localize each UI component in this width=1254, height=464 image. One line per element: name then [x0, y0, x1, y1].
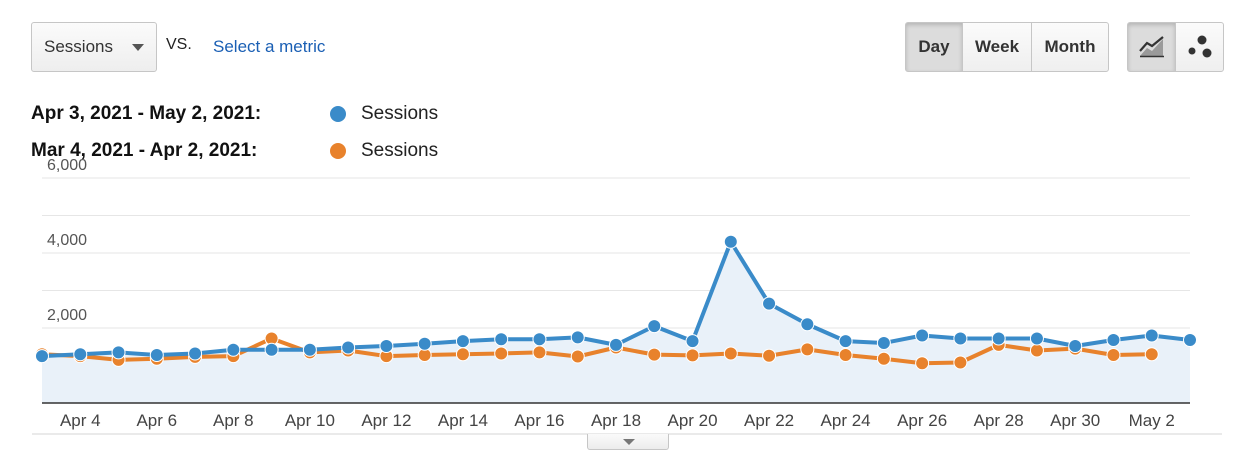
select-metric-link[interactable]: Select a metric	[213, 37, 326, 56]
data-point-current	[1183, 333, 1197, 347]
legend-range-current: Apr 3, 2021 - May 2, 2021:	[31, 103, 262, 124]
data-point-current	[73, 347, 88, 362]
data-point-current	[264, 342, 279, 357]
x-tick-label: Apr 10	[285, 411, 335, 430]
line-chart-icon	[1138, 36, 1164, 58]
data-point-previous	[800, 342, 815, 357]
x-tick-label: Apr 18	[591, 411, 641, 430]
expand-chart-tab[interactable]	[587, 434, 669, 450]
data-point-previous	[570, 349, 585, 364]
month-button[interactable]: Month	[1031, 22, 1109, 72]
data-point-current	[1106, 333, 1121, 347]
data-point-current	[494, 332, 509, 347]
x-tick-label: Apr 22	[744, 411, 794, 430]
data-point-previous	[1029, 343, 1044, 358]
x-tick-label: Apr 14	[438, 411, 488, 430]
data-point-current	[35, 349, 49, 364]
data-point-current	[1029, 331, 1044, 346]
data-point-current	[149, 348, 164, 362]
motion-chart-icon	[1188, 35, 1211, 58]
data-point-current	[341, 340, 356, 355]
caret-down-icon	[623, 439, 635, 445]
data-point-current	[455, 334, 470, 349]
data-point-previous	[494, 346, 509, 361]
data-point-current	[609, 337, 623, 352]
data-point-current	[800, 317, 815, 332]
data-point-current	[762, 296, 777, 311]
data-point-previous	[1144, 347, 1159, 362]
legend-previous-period: Mar 4, 2021 - Apr 2, 2021: Sessions	[31, 139, 438, 163]
data-point-previous	[647, 347, 662, 362]
data-point-previous	[915, 356, 930, 371]
data-point-previous	[455, 347, 470, 362]
data-point-current	[226, 342, 241, 357]
data-point-current	[647, 319, 662, 334]
x-tick-label: Apr 24	[821, 411, 871, 430]
data-point-previous	[1106, 348, 1121, 362]
x-tick-label: Apr 26	[897, 411, 947, 430]
data-point-current	[1068, 339, 1083, 353]
data-point-previous	[762, 348, 777, 363]
visualization-button-group	[1127, 22, 1224, 72]
line-chart-button[interactable]	[1127, 22, 1176, 72]
x-tick-label: Apr 8	[213, 411, 254, 430]
chevron-down-icon	[132, 44, 144, 51]
data-point-current	[915, 328, 930, 343]
data-point-current	[838, 334, 853, 349]
motion-chart-button[interactable]	[1175, 22, 1224, 72]
data-point-previous	[685, 348, 700, 363]
data-point-current	[876, 336, 891, 350]
data-point-current	[111, 345, 126, 360]
legend-range-previous: Mar 4, 2021 - Apr 2, 2021:	[31, 140, 258, 161]
metric-select[interactable]: Sessions	[31, 22, 157, 72]
legend-dot-previous	[330, 143, 346, 159]
vs-label: VS.	[166, 36, 192, 53]
data-point-previous	[876, 351, 891, 366]
metric-select-value: Sessions	[44, 37, 113, 56]
data-point-current	[685, 334, 700, 349]
data-point-current	[723, 234, 738, 249]
data-point-current	[953, 331, 968, 346]
x-tick-label: Apr 16	[514, 411, 564, 430]
data-point-current	[302, 342, 317, 357]
x-tick-label: Apr 12	[361, 411, 411, 430]
x-tick-label: Apr 30	[1050, 411, 1100, 430]
x-tick-label: May 2	[1129, 411, 1175, 430]
y-tick-label: 6,000	[47, 157, 87, 174]
legend-series-previous: Sessions	[361, 140, 439, 161]
legend-current-period: Apr 3, 2021 - May 2, 2021: Sessions	[31, 102, 438, 126]
data-point-previous	[532, 345, 547, 360]
series-area-current	[42, 241, 1190, 403]
data-point-current	[1144, 328, 1159, 343]
x-tick-label: Apr 6	[136, 411, 177, 430]
period-button-group: Day Week Month	[905, 22, 1109, 72]
legend-dot-current	[330, 106, 346, 122]
y-tick-label: 4,000	[47, 232, 87, 249]
data-point-current	[532, 332, 547, 347]
data-point-current	[379, 339, 394, 353]
data-point-current	[188, 346, 203, 361]
week-button[interactable]: Week	[962, 22, 1032, 72]
legend-series-current: Sessions	[361, 103, 439, 124]
day-button[interactable]: Day	[905, 22, 963, 72]
x-tick-label: Apr 28	[974, 411, 1024, 430]
data-point-current	[570, 330, 585, 345]
x-tick-label: Apr 20	[667, 411, 717, 430]
data-point-current	[991, 331, 1006, 346]
x-tick-label: Apr 4	[60, 411, 101, 430]
y-tick-label: 2,000	[47, 307, 87, 324]
data-point-current	[417, 336, 432, 351]
data-point-previous	[953, 355, 968, 370]
data-point-previous	[838, 348, 853, 362]
data-point-previous	[723, 346, 738, 361]
